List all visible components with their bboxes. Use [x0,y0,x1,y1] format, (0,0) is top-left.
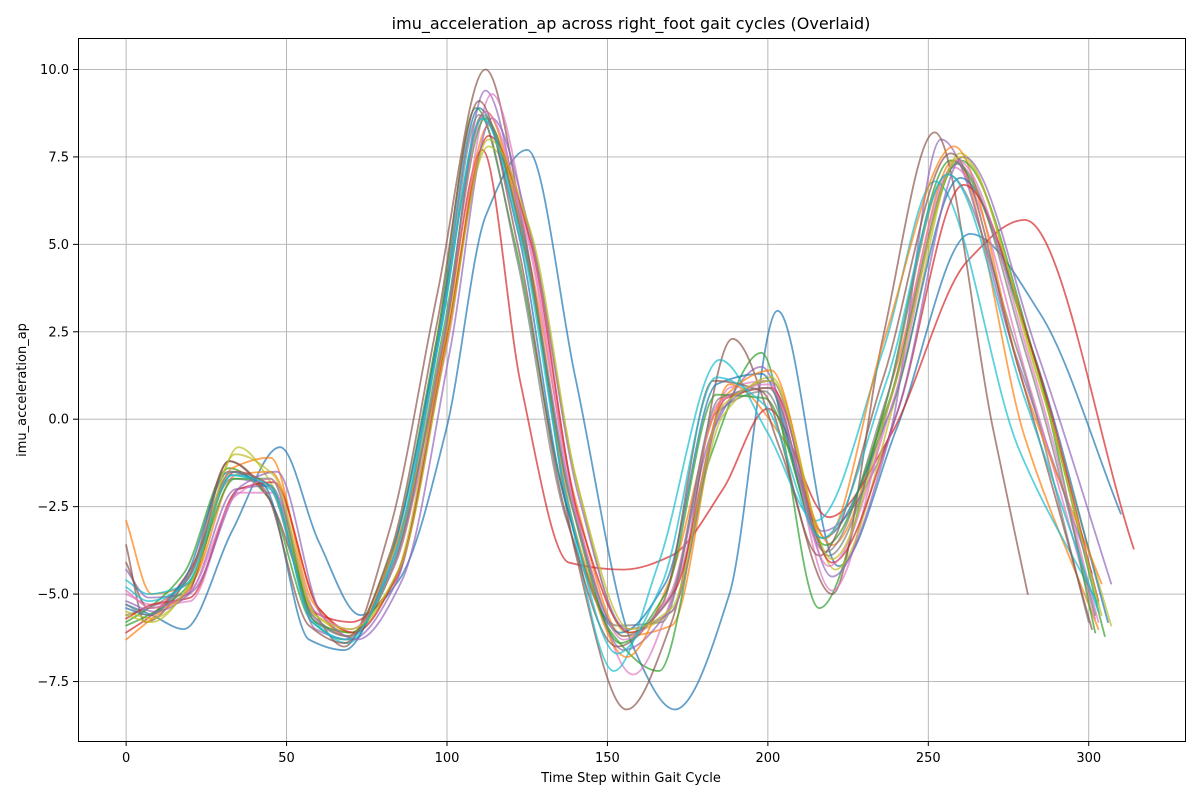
x-tick-label: 50 [278,751,295,766]
chart-title: imu_acceleration_ap across right_foot ga… [392,14,871,34]
x-axis-ticks: 0 50 100 150 200 250 300 [122,741,1101,766]
series-line-9 [125,145,1113,634]
series-line-20 [125,117,1100,655]
x-tick-label: 300 [1076,751,1101,766]
series-line-14 [125,135,1100,634]
series-line-16 [125,100,1093,648]
series-line-15 [125,117,1113,641]
series-line-12 [125,124,1103,658]
y-tick-label: 10.0 [40,63,69,78]
x-tick-label: 150 [595,751,620,766]
y-tick-label: 2.5 [48,325,69,340]
series-line-17 [125,110,1100,641]
x-axis-label: Time Step within Gait Cycle [540,771,721,786]
x-tick-label: 200 [755,751,780,766]
series-lines [125,68,1135,711]
y-axis-ticks: −7.5 −5.0 −2.5 0.0 2.5 5.0 7.5 10.0 [37,63,78,690]
plot-frame [78,38,1186,742]
series-line-2 [125,110,1100,637]
series-line-6 [125,68,1029,711]
y-tick-label: −2.5 [37,500,69,515]
y-axis-label: imu_acceleration_ap [15,323,30,457]
series-line-1 [125,149,1122,711]
series-line-10 [125,117,1100,672]
y-tick-label: −5.0 [37,588,69,603]
y-tick-label: 7.5 [48,150,69,165]
y-tick-label: 5.0 [48,238,69,253]
series-line-19 [125,138,1103,630]
y-tick-label: 0.0 [48,413,69,428]
x-tick-label: 0 [122,751,130,766]
x-tick-label: 250 [916,751,941,766]
x-tick-label: 100 [435,751,460,766]
y-tick-label: −7.5 [37,675,69,690]
